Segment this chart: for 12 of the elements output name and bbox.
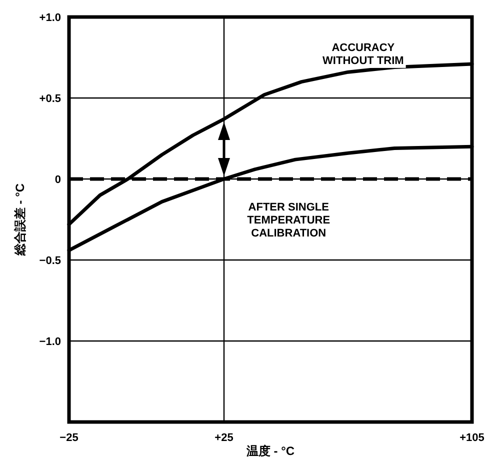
- y-tick-label: −1.0: [39, 336, 61, 348]
- x-tick-label: +25: [214, 432, 234, 444]
- y-tick-label: +0.5: [39, 93, 61, 105]
- y-tick-label: 0: [54, 174, 61, 186]
- y-tick-label: +1.0: [39, 12, 61, 24]
- x-tick-label: −25: [60, 432, 78, 444]
- annotation: AFTER SINGLE TEMPERATURE CALIBRATION: [247, 202, 330, 240]
- x-tick-label: +105: [460, 432, 484, 444]
- y-tick-label: −0.5: [39, 255, 61, 267]
- x-axis-title: 温度 - °C: [245, 444, 295, 458]
- annotation: ACCURACY WITHOUT TRIM: [322, 42, 404, 67]
- y-axis-title: 総合誤差 - °C: [13, 183, 27, 257]
